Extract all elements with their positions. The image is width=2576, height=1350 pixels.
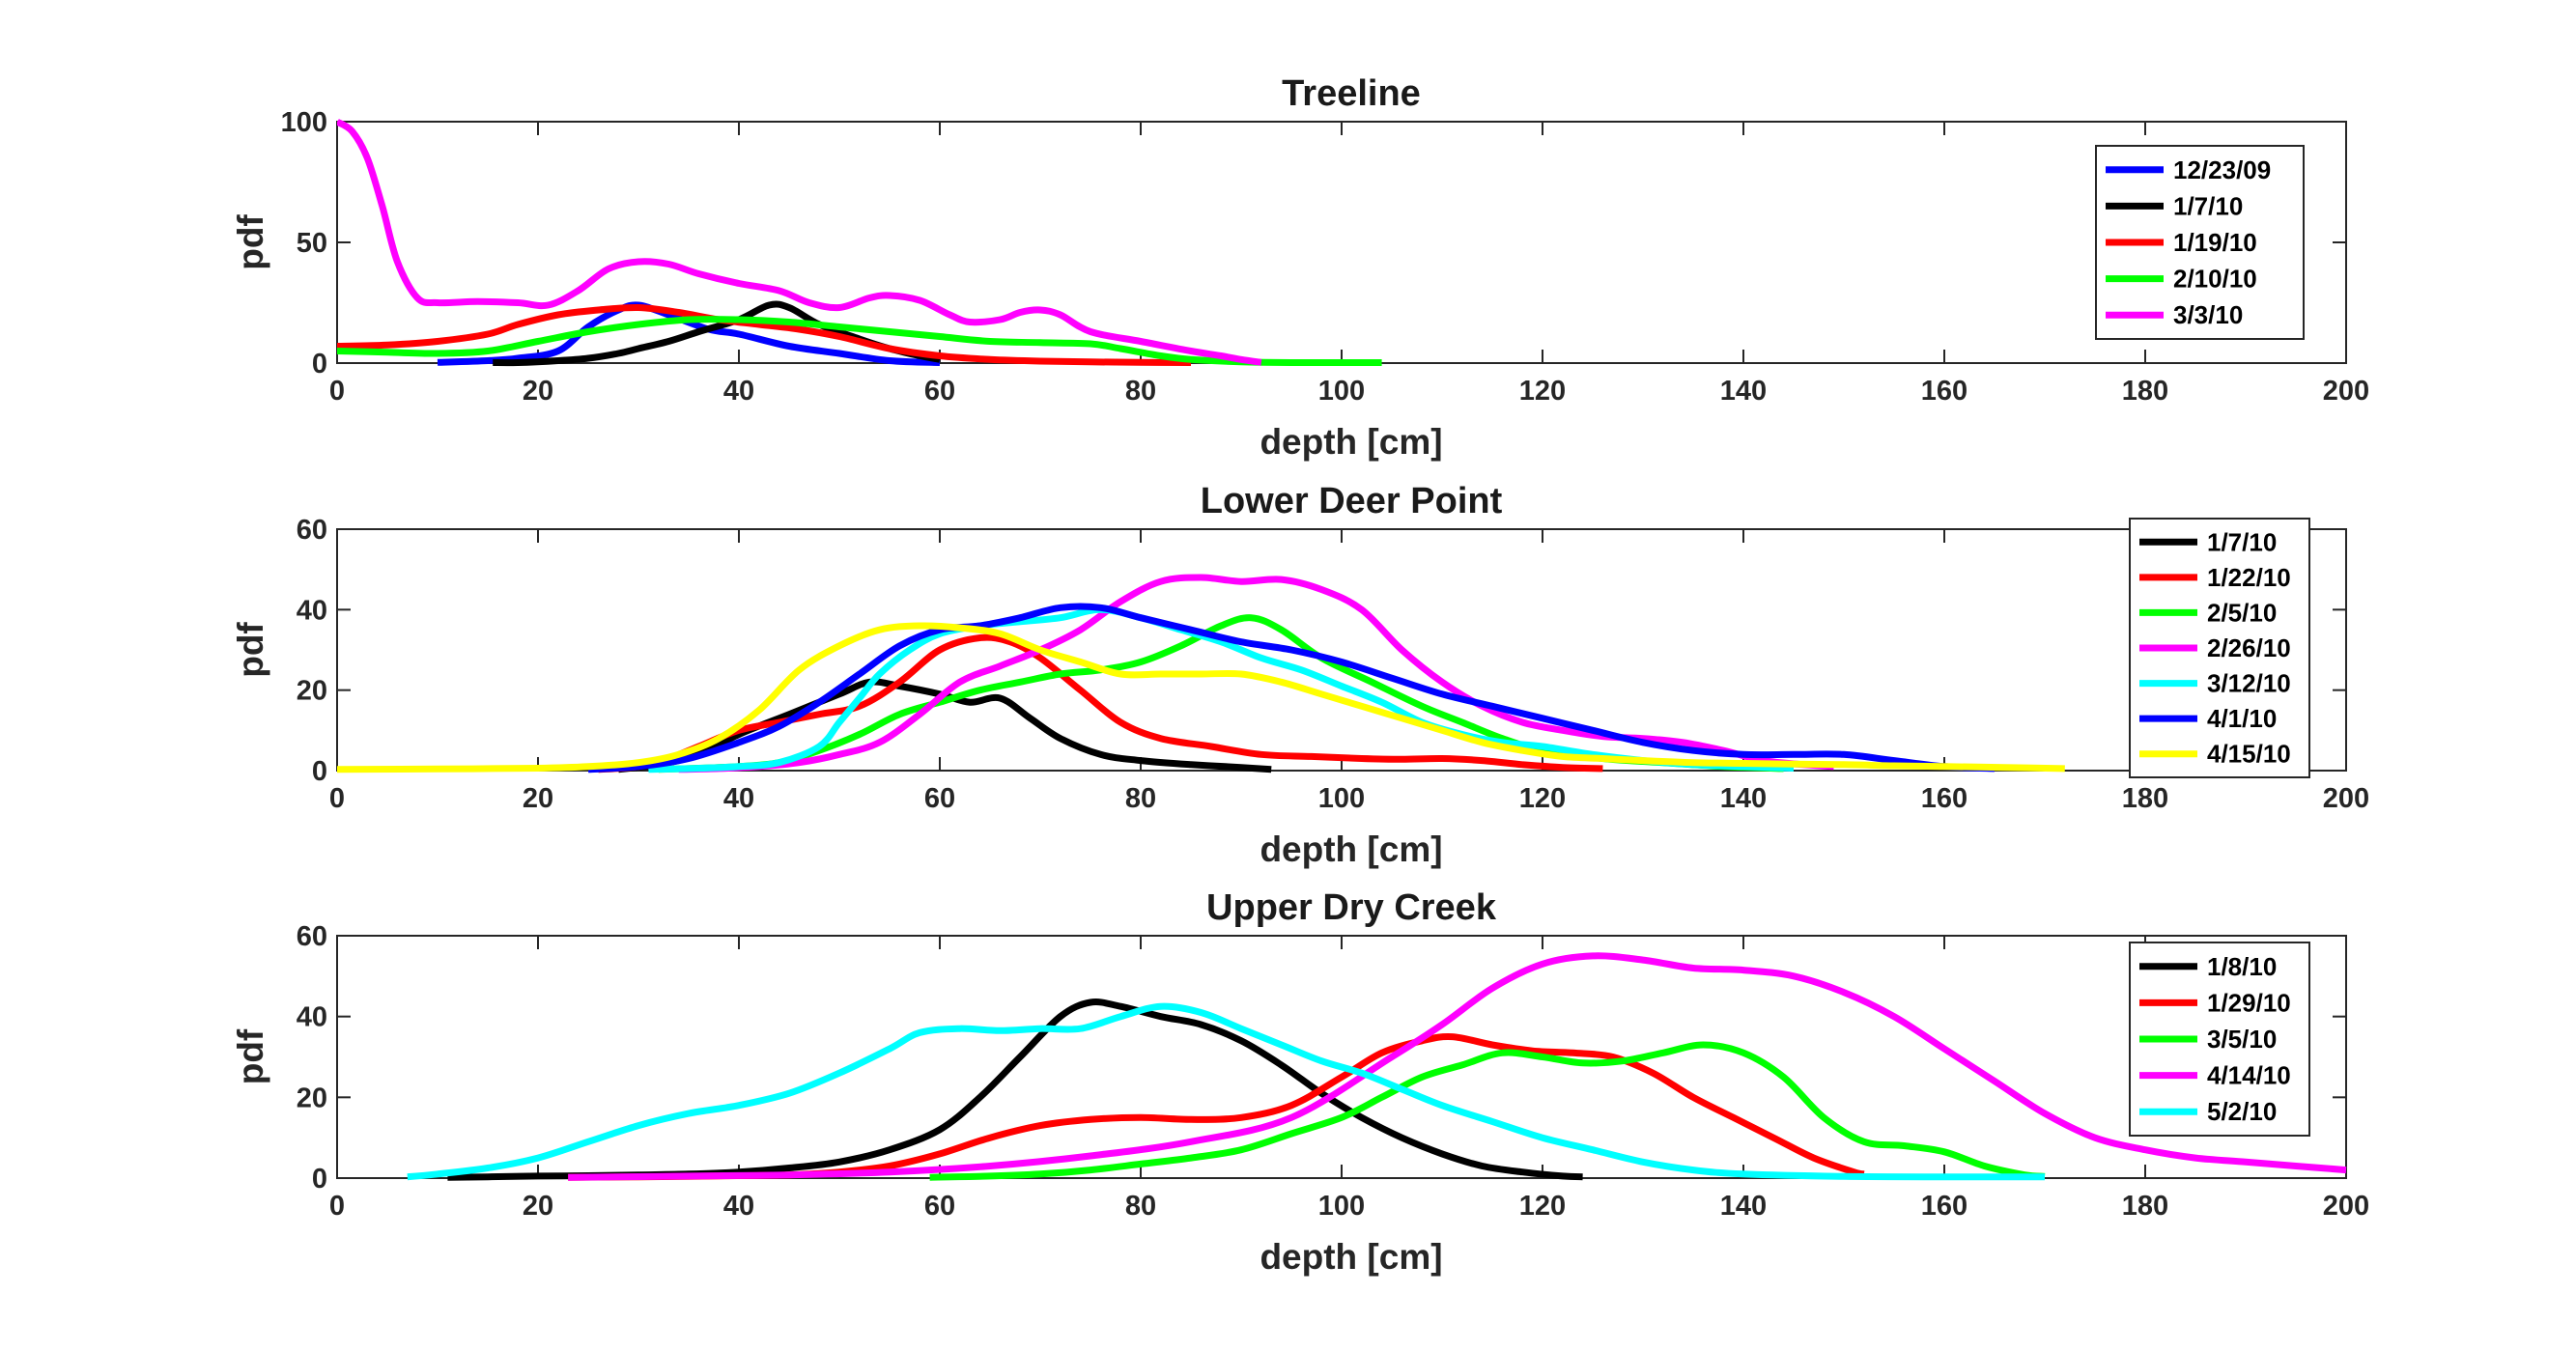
x-tick-label: 200 [2323, 1191, 2369, 1222]
legend-label: 5/2/10 [2207, 1097, 2277, 1126]
y-axis-label: pdf [231, 1028, 270, 1084]
x-tick-label: 20 [523, 376, 553, 407]
legend-label: 4/15/10 [2207, 740, 2291, 769]
y-tick-label: 40 [297, 595, 327, 626]
x-tick-label: 40 [723, 783, 754, 814]
x-tick-label: 140 [1720, 783, 1767, 814]
x-axis-label: depth [cm] [1260, 830, 1442, 869]
x-tick-label: 180 [2122, 783, 2168, 814]
x-tick-label: 180 [2122, 1191, 2168, 1222]
x-tick-label: 160 [1921, 1191, 1967, 1222]
x-tick-label: 0 [329, 783, 345, 814]
x-tick-label: 80 [1125, 376, 1156, 407]
x-tick-label: 120 [1519, 1191, 1566, 1222]
y-tick-label: 60 [297, 921, 327, 952]
x-tick-label: 200 [2323, 783, 2369, 814]
series-line-4-15-10 [337, 622, 2065, 773]
legend-label: 12/23/09 [2173, 155, 2271, 184]
legend-label: 1/22/10 [2207, 563, 2291, 592]
y-tick-label: 60 [297, 515, 327, 546]
legend-label: 1/19/10 [2173, 228, 2257, 257]
legend-label: 3/12/10 [2207, 669, 2291, 698]
legend: 1/8/10 1/29/10 3/5/10 4/14/10 5/2/10 [2129, 942, 2310, 1137]
series-lines [337, 118, 1382, 367]
x-tick-label: 40 [723, 376, 754, 407]
x-tick-label: 140 [1720, 376, 1767, 407]
y-tick-label: 50 [297, 228, 327, 259]
chart-title: Lower Deer Point [1201, 481, 1503, 521]
y-tick-label: 100 [281, 107, 327, 138]
x-tick-label: 60 [924, 783, 955, 814]
series-line-2-26-10 [678, 574, 1834, 773]
series-lines [407, 952, 2347, 1181]
legend-label: 1/8/10 [2207, 952, 2277, 981]
legend-label: 1/7/10 [2207, 527, 2277, 556]
x-tick-label: 140 [1720, 1191, 1767, 1222]
legend-label: 4/1/10 [2207, 704, 2277, 733]
legend-label: 2/10/10 [2173, 265, 2257, 294]
x-tick-label: 20 [523, 783, 553, 814]
chart-title: Upper Dry Creek [1206, 887, 1497, 928]
series-line-5-2-10 [407, 1002, 2046, 1181]
series-line-4-14-10 [568, 952, 2347, 1181]
y-axis-label: pdf [231, 214, 270, 270]
chart-title: Treeline [1282, 73, 1421, 114]
x-tick-label: 160 [1921, 376, 1967, 407]
axes-box [336, 528, 2347, 772]
x-tick-label: 100 [1318, 376, 1365, 407]
x-tick-label: 120 [1519, 376, 1566, 407]
x-tick-label: 200 [2323, 376, 2369, 407]
legend: 12/23/09 1/7/10 1/19/10 2/10/10 3/3/10 [2095, 145, 2305, 340]
x-tick-label: 0 [329, 376, 345, 407]
x-tick-label: 80 [1125, 1191, 1156, 1222]
series-line-3-5-10 [929, 1041, 2046, 1181]
legend-label: 1/7/10 [2173, 191, 2243, 220]
x-tick-label: 100 [1318, 1191, 1365, 1222]
x-tick-label: 0 [329, 1191, 345, 1222]
axes-box [336, 935, 2347, 1179]
subplot-upper-dry-creek: 0 20 40 60 80 100 120 140 160 180 200 0 20 40 60 Upper … [231, 887, 2369, 1277]
subplot-treeline: 0 20 40 60 80 100 120 140 160 180 200 0 50 100 Treelin… [231, 73, 2369, 462]
x-axis-label: depth [cm] [1260, 422, 1442, 462]
legend-label: 1/29/10 [2207, 988, 2291, 1017]
x-tick-label: 60 [924, 1191, 955, 1222]
x-tick-label: 100 [1318, 783, 1365, 814]
subplot-lower-deer-point: 0 20 40 60 80 100 120 140 160 180 200 0 20 40 60 Lower … [231, 481, 2369, 869]
y-tick-label: 0 [312, 1164, 327, 1195]
legend-label: 2/26/10 [2207, 633, 2291, 662]
x-tick-label: 180 [2122, 376, 2168, 407]
series-line-4-1-10 [587, 603, 1996, 773]
legend-label: 2/5/10 [2207, 598, 2277, 627]
y-axis-label: pdf [231, 622, 270, 678]
y-tick-label: 20 [297, 676, 327, 707]
x-axis-label: depth [cm] [1260, 1237, 1442, 1277]
legend-label: 3/5/10 [2207, 1025, 2277, 1054]
x-tick-label: 120 [1519, 783, 1566, 814]
series-lines [337, 574, 2065, 773]
legend: 1/7/10 1/22/10 2/5/10 2/26/10 3/12/10 4/1/10 4… [2129, 518, 2310, 778]
y-tick-label: 0 [312, 349, 327, 380]
y-tick-label: 20 [297, 1083, 327, 1113]
x-tick-label: 40 [723, 1191, 754, 1222]
x-tick-label: 80 [1125, 783, 1156, 814]
legend-label: 4/14/10 [2207, 1061, 2291, 1090]
series-line-3-3-10 [337, 118, 1262, 366]
x-tick-label: 60 [924, 376, 955, 407]
y-tick-label: 0 [312, 756, 327, 787]
series-line-2-10-10 [337, 316, 1382, 367]
legend-label: 3/3/10 [2173, 300, 2243, 329]
x-tick-label: 20 [523, 1191, 553, 1222]
y-tick-label: 40 [297, 1002, 327, 1033]
x-tick-label: 160 [1921, 783, 1967, 814]
